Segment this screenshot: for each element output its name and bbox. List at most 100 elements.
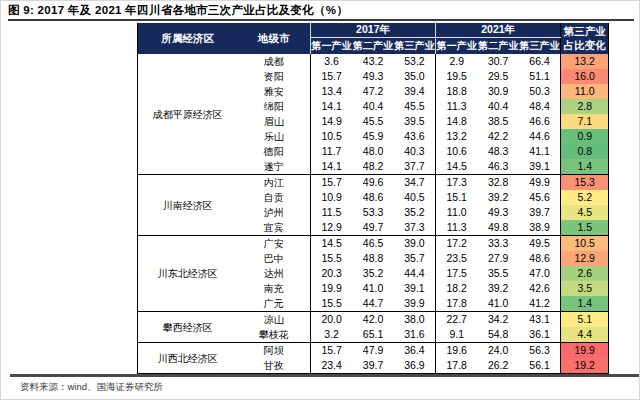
header-primary-2021: 第一产业: [436, 38, 478, 55]
value-2017: 35.0: [394, 69, 436, 84]
value-2017: 45.9: [352, 129, 394, 144]
city-cell: 达州: [238, 266, 311, 281]
change-cell: 2.6: [561, 266, 609, 281]
value-2017: 39.9: [394, 296, 436, 312]
value-2017: 3.2: [311, 327, 353, 343]
value-2021: 17.8: [436, 296, 478, 312]
value-2017: 48.8: [352, 251, 394, 266]
value-2021: 48.3: [477, 144, 519, 159]
header-secondary-2021: 第二产业: [477, 38, 519, 55]
value-2021: 17.5: [436, 266, 478, 281]
city-cell: 雅安: [238, 84, 311, 99]
source-note: 资料来源：wind、国海证券研究所: [20, 381, 163, 394]
value-2017: 41.0: [352, 281, 394, 296]
value-2017: 39.5: [394, 114, 436, 129]
value-2021: 47.0: [519, 266, 561, 281]
value-2021: 43.1: [519, 312, 561, 328]
value-2021: 11.3: [436, 99, 478, 114]
city-cell: 攀枝花: [238, 327, 311, 343]
value-2017: 39.4: [394, 84, 436, 99]
change-cell: 1.4: [561, 296, 609, 312]
city-cell: 眉山: [238, 114, 311, 129]
header-tertiary-2021: 第三产业: [519, 38, 561, 55]
value-2017: 53.2: [394, 54, 436, 69]
city-cell: 宜宾: [238, 220, 311, 236]
city-cell: 巴中: [238, 251, 311, 266]
value-2017: 40.5: [394, 190, 436, 205]
value-2017: 31.6: [394, 327, 436, 343]
value-2021: 17.2: [436, 236, 478, 252]
value-2017: 49.3: [352, 69, 394, 84]
value-2017: 14.9: [311, 114, 353, 129]
table-row: 成都平原经济区成都3.643.253.22.930.766.413.2: [138, 54, 609, 69]
value-2017: 39.7: [352, 358, 394, 374]
value-2021: 33.3: [477, 236, 519, 252]
value-2017: 35.7: [394, 251, 436, 266]
value-2017: 12.9: [311, 220, 353, 236]
value-2021: 39.2: [477, 190, 519, 205]
value-2017: 47.9: [352, 343, 394, 359]
value-2021: 40.4: [477, 99, 519, 114]
title-rule: [8, 19, 634, 21]
value-2017: 46.5: [352, 236, 394, 252]
value-2021: 23.5: [436, 251, 478, 266]
region-cell: 川南经济区: [138, 175, 238, 236]
value-2017: 10.5: [311, 129, 353, 144]
value-2021: 46.3: [477, 159, 519, 175]
value-2017: 36.9: [394, 358, 436, 374]
value-2021: 49.8: [477, 220, 519, 236]
change-cell: 0.8: [561, 144, 609, 159]
value-2021: 48.6: [519, 251, 561, 266]
value-2021: 45.6: [519, 190, 561, 205]
value-2021: 49.3: [477, 205, 519, 220]
value-2021: 17.8: [436, 358, 478, 374]
city-cell: 德阳: [238, 144, 311, 159]
bottom-rule: [10, 374, 640, 377]
value-2017: 10.9: [311, 190, 353, 205]
value-2017: 35.2: [352, 266, 394, 281]
region-cell: 川东北经济区: [138, 236, 238, 312]
city-cell: 资阳: [238, 69, 311, 84]
value-2021: 18.8: [436, 84, 478, 99]
value-2021: 42.6: [519, 281, 561, 296]
city-cell: 凉山: [238, 312, 311, 328]
value-2017: 23.4: [311, 358, 353, 374]
value-2021: 56.3: [519, 343, 561, 359]
value-2017: 14.1: [311, 159, 353, 175]
value-2017: 43.6: [394, 129, 436, 144]
city-cell: 乐山: [238, 129, 311, 144]
value-2021: 35.5: [477, 266, 519, 281]
value-2017: 43.2: [352, 54, 394, 69]
value-2021: 66.4: [519, 54, 561, 69]
change-cell: 2.8: [561, 99, 609, 114]
region-cell: 成都平原经济区: [138, 54, 238, 175]
value-2021: 46.6: [519, 114, 561, 129]
value-2017: 45.5: [352, 114, 394, 129]
city-cell: 阿坝: [238, 343, 311, 359]
change-cell: 4.5: [561, 205, 609, 220]
value-2021: 26.2: [477, 358, 519, 374]
value-2021: 19.6: [436, 343, 478, 359]
value-2017: 53.3: [352, 205, 394, 220]
value-2017: 39.0: [394, 236, 436, 252]
change-cell: 12.9: [561, 251, 609, 266]
value-2021: 41.0: [477, 296, 519, 312]
header-change-line2: 占比变化: [564, 39, 606, 51]
value-2021: 56.1: [519, 358, 561, 374]
header-year-2017: 2017年: [311, 23, 436, 38]
value-2021: 19.5: [436, 69, 478, 84]
value-2017: 40.4: [352, 99, 394, 114]
value-2017: 49.6: [352, 175, 394, 191]
value-2021: 39.2: [477, 281, 519, 296]
city-cell: 遂宁: [238, 159, 311, 175]
value-2017: 48.6: [352, 190, 394, 205]
city-cell: 广元: [238, 296, 311, 312]
value-2017: 15.7: [311, 343, 353, 359]
city-cell: 自贡: [238, 190, 311, 205]
value-2017: 36.4: [394, 343, 436, 359]
industry-share-table: 所属经济区 地级市 2017年 2021年 第三产业 占比变化 第一产业 第二产…: [137, 23, 609, 374]
value-2017: 15.7: [311, 175, 353, 191]
value-2021: 39.7: [519, 205, 561, 220]
change-cell: 11.0: [561, 84, 609, 99]
value-2017: 14.5: [311, 236, 353, 252]
